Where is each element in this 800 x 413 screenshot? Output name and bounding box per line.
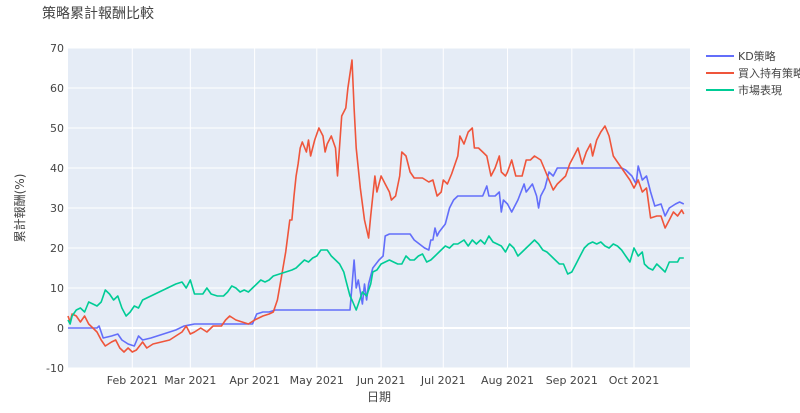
y-tick-label: 50 bbox=[50, 122, 64, 135]
chart-title: 策略累計報酬比較 bbox=[42, 5, 154, 22]
y-tick-label: 10 bbox=[50, 282, 64, 295]
x-tick-label: May 2021 bbox=[290, 374, 344, 387]
legend-item-2[interactable]: 買入持有策略 bbox=[706, 66, 800, 80]
y-tick-label: -10 bbox=[46, 362, 64, 375]
grid bbox=[68, 47, 690, 369]
y-tick-label: 70 bbox=[50, 42, 64, 55]
legend-label: 市場表現 bbox=[738, 83, 782, 97]
series-lines bbox=[67, 59, 685, 353]
x-tick-label: Aug 2021 bbox=[481, 374, 534, 387]
legend-item-3[interactable]: 市場表現 bbox=[706, 83, 782, 97]
y-tick-label: 40 bbox=[50, 162, 64, 175]
legend-item-1[interactable]: KD策略 bbox=[706, 49, 776, 63]
y-tick-label: 30 bbox=[50, 202, 64, 215]
x-tick-label: Feb 2021 bbox=[107, 374, 158, 387]
x-tick-label: Sep 2021 bbox=[546, 374, 598, 387]
y-axis-ticks: -10 0 10 20 30 40 50 60 70 bbox=[46, 42, 64, 375]
x-tick-label: Oct 2021 bbox=[609, 374, 660, 387]
y-tick-label: 60 bbox=[50, 82, 64, 95]
series-line-2 bbox=[67, 59, 685, 353]
y-tick-label: 0 bbox=[57, 322, 64, 335]
x-tick-label: Jun 2021 bbox=[356, 374, 406, 387]
series-line-3 bbox=[67, 235, 684, 325]
legend-label: KD策略 bbox=[738, 49, 776, 63]
x-tick-label: Apr 2021 bbox=[229, 374, 280, 387]
y-axis-label: 累計報酬(%) bbox=[12, 174, 27, 243]
x-tick-label: Jul 2021 bbox=[420, 374, 466, 387]
x-axis-label: 日期 bbox=[367, 390, 391, 404]
x-tick-label: Mar 2021 bbox=[164, 374, 216, 387]
y-tick-label: 20 bbox=[50, 242, 64, 255]
legend-label: 買入持有策略 bbox=[738, 66, 800, 80]
x-axis-ticks: Feb 2021 Mar 2021 Apr 2021 May 2021 Jun 2021… bbox=[107, 374, 659, 387]
